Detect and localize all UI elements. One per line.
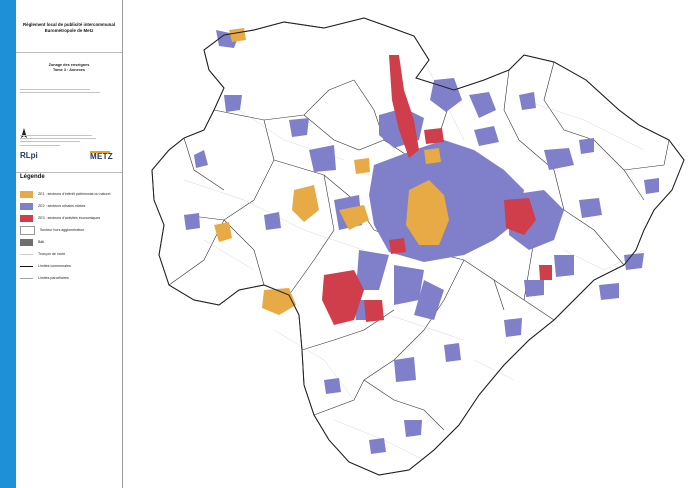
legend-line-symbol bbox=[20, 277, 33, 279]
legend-swatch bbox=[20, 225, 35, 235]
map-volume: Tome 3 : Annexes bbox=[52, 68, 86, 72]
ze3-east-zone bbox=[504, 198, 536, 235]
source-note-line bbox=[20, 92, 100, 94]
source-note-line bbox=[20, 89, 90, 91]
ze3-zones bbox=[322, 55, 552, 325]
legend-line-symbol bbox=[20, 265, 33, 267]
ze1-zones bbox=[214, 28, 449, 315]
zoning-map[interactable] bbox=[124, 0, 690, 488]
legend-swatch bbox=[20, 238, 33, 246]
metz-logo-bar bbox=[90, 151, 110, 153]
legend-item: Limites parcellaires bbox=[20, 273, 124, 283]
rlpi-logo: RLpi bbox=[20, 151, 38, 160]
legend-item: Limites communales bbox=[20, 261, 124, 271]
ze2-central-zone bbox=[369, 140, 524, 262]
territory-border bbox=[151, 17, 685, 476]
credits-line bbox=[20, 138, 96, 140]
legend-label: ZE2 : secteurs urbains mixtes bbox=[38, 204, 86, 208]
legend-line-symbol bbox=[20, 253, 33, 255]
legend-swatch bbox=[20, 214, 33, 222]
document-subtitle: Eurométropole de Metz bbox=[44, 28, 94, 33]
legend-title: Légende bbox=[20, 174, 45, 180]
side-panel: Règlement local de publicité intercommun… bbox=[0, 0, 123, 488]
legend-label: Tronçon de route bbox=[38, 252, 66, 256]
legend-swatch bbox=[20, 190, 33, 198]
legend-item: Tronçon de route bbox=[20, 249, 124, 259]
legend-swatch bbox=[20, 202, 33, 210]
credits-line bbox=[20, 135, 92, 137]
legend-item: Secteur hors agglomération bbox=[20, 225, 124, 235]
legend-item: Bâti bbox=[20, 237, 124, 247]
legend-label: ZE3 : secteurs d'activités économiques bbox=[38, 216, 101, 220]
legend-label: Limites parcellaires bbox=[38, 276, 69, 280]
title-block: Règlement local de publicité intercommun… bbox=[16, 0, 122, 53]
credits-line bbox=[20, 145, 60, 147]
legend-label: Bâti bbox=[38, 240, 45, 244]
credits-line bbox=[20, 141, 80, 143]
legend-item: ZE2 : secteurs urbains mixtes bbox=[20, 201, 124, 211]
legend-label: Secteur hors agglomération bbox=[40, 228, 85, 232]
legend-label: ZE1 : secteurs d'intérêt patrimonial ou … bbox=[38, 192, 111, 196]
document-title: Règlement local de publicité intercommun… bbox=[23, 22, 115, 27]
ze3-southwest-zone bbox=[322, 270, 364, 325]
legend: Légende ZE1 : secteurs d'intérêt patrimo… bbox=[16, 172, 122, 488]
legend-item: ZE1 : secteurs d'intérêt patrimonial ou … bbox=[20, 189, 124, 199]
accent-band bbox=[0, 0, 16, 488]
ze1-historic-center bbox=[406, 180, 449, 245]
metz-logo: METZ bbox=[90, 152, 113, 161]
legend-item: ZE3 : secteurs d'activités économiques bbox=[20, 213, 124, 223]
map-title: Zonage des enseignes bbox=[48, 63, 90, 67]
zonage-block: Zonage des enseignes Tome 3 : Annexes RL… bbox=[16, 52, 122, 173]
legend-label: Limites communales bbox=[38, 264, 71, 268]
ze3-north-strip bbox=[389, 55, 419, 158]
